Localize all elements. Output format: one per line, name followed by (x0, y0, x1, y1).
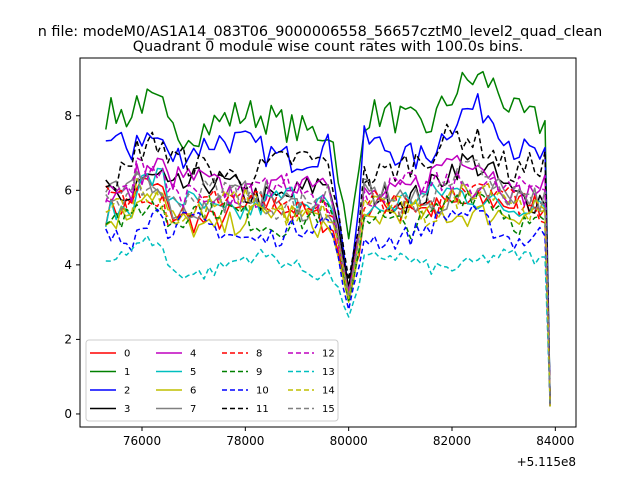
x-tick-label: 82000 (433, 434, 471, 448)
series-line-10 (105, 204, 551, 407)
chart-suptitle: n file: modeM0/AS1A14_083T06_9000006558_… (38, 24, 603, 40)
legend-label-2: 2 (124, 386, 130, 397)
legend-label-5: 5 (190, 367, 196, 378)
plot-lines (105, 70, 551, 407)
legend-label-1: 1 (124, 367, 130, 378)
x-offset-label: +5.115e8 (517, 455, 576, 469)
x-axis: 76000 78000 80000 82000 84000 (123, 427, 574, 448)
legend-label-15: 15 (322, 404, 335, 415)
x-tick-label: 84000 (536, 434, 574, 448)
series-line-14 (105, 178, 551, 407)
y-tick-label: 8 (64, 109, 72, 123)
legend-label-3: 3 (124, 404, 130, 415)
series-line-13 (105, 234, 551, 407)
series-line-15 (105, 159, 551, 407)
legend-label-11: 11 (256, 404, 269, 415)
series-line-5 (105, 167, 551, 407)
legend-label-0: 0 (124, 349, 130, 360)
series-line-9 (105, 190, 551, 407)
x-tick-label: 80000 (330, 434, 368, 448)
legend-label-7: 7 (190, 404, 196, 415)
legend-label-13: 13 (322, 367, 335, 378)
y-tick-label: 2 (64, 332, 72, 346)
y-tick-label: 4 (64, 258, 72, 272)
legend-label-12: 12 (322, 349, 335, 360)
legend-label-14: 14 (322, 386, 335, 397)
series-line-8 (105, 182, 551, 407)
legend-box (85, 339, 339, 422)
legend-label-8: 8 (256, 349, 262, 360)
legend-label-4: 4 (190, 349, 196, 360)
legend-label-6: 6 (190, 386, 196, 397)
series-line-7 (105, 170, 551, 407)
legend-label-10: 10 (256, 386, 269, 397)
chart-title: Quadrant 0 module wise count rates with … (133, 39, 524, 55)
x-tick-label: 78000 (226, 434, 264, 448)
y-tick-label: 6 (64, 183, 72, 197)
plot-area-frame (79, 57, 577, 428)
y-tick-label: 0 (64, 407, 72, 421)
x-tick-label: 76000 (123, 434, 161, 448)
series-line-2 (105, 93, 551, 403)
y-axis: 0 2 4 6 8 (64, 109, 80, 421)
series-line-12 (105, 157, 551, 407)
legend-label-9: 9 (256, 367, 262, 378)
